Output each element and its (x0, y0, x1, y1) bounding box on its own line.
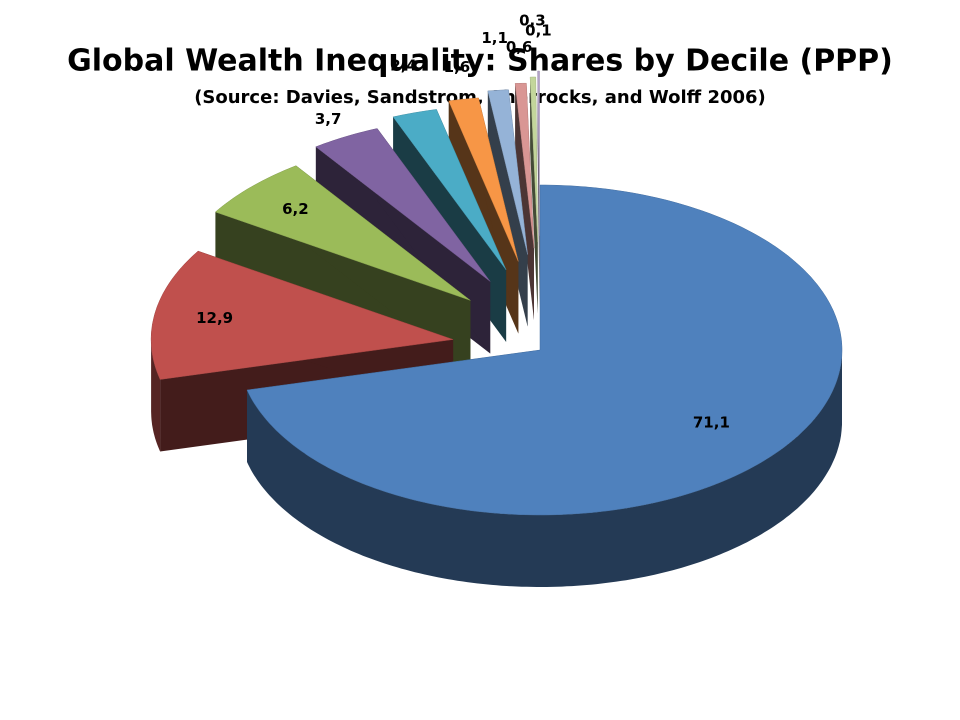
data-label: 0,6 (506, 38, 533, 56)
data-label: 1,1 (481, 29, 508, 47)
slice-wall (151, 339, 161, 452)
data-label: 12,9 (196, 309, 233, 327)
slice-top (246, 184, 843, 516)
slice-top (487, 89, 528, 255)
slice-top (392, 109, 507, 271)
slice (514, 82, 535, 321)
slice (529, 76, 538, 314)
slice-top (537, 70, 540, 237)
data-label: 1,6 (444, 58, 471, 76)
data-label: 6,2 (282, 200, 309, 218)
chart-title: Global Wealth Inequality: Shares by Deci… (67, 44, 893, 79)
data-label: 0,1 (525, 22, 552, 40)
slice-top (214, 165, 471, 301)
chart-subtitle: (Source: Davies, Sandstrom, Shorrocks, a… (194, 87, 766, 108)
data-label: 0,3 (519, 12, 546, 30)
data-label: 3,7 (315, 110, 342, 128)
slice-top (448, 97, 519, 262)
slice-top (315, 128, 491, 282)
slice-side (515, 83, 534, 321)
slice (246, 184, 843, 587)
slice-wall (247, 350, 842, 587)
slice-top (150, 250, 454, 380)
data-label: 71,1 (693, 414, 730, 432)
slice (537, 70, 540, 308)
data-label: 2,4 (390, 56, 417, 74)
slice-top (529, 76, 538, 243)
slice-side (530, 77, 538, 314)
slice-top (514, 82, 535, 249)
